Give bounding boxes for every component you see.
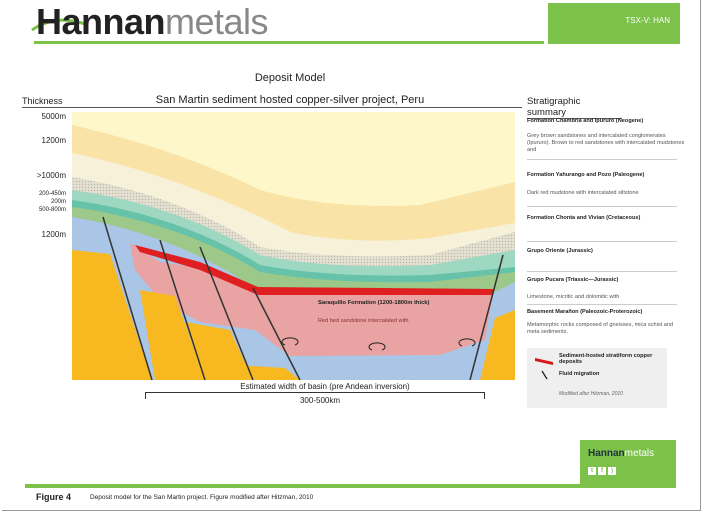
legend-credit: Modified after Hitzman, 2010: [559, 391, 623, 397]
strat-divider: [527, 304, 677, 305]
footer-logo: Hannanmetals: [588, 448, 655, 459]
strat-heading: Formation Yahurango and Pozo (Paleogene): [527, 172, 645, 178]
basin-width-bracket: [145, 392, 485, 399]
ticker-text: TSX-V: HAN: [625, 16, 670, 25]
logo-swoosh-icon: [31, 18, 86, 32]
thickness-value: 200-450m: [38, 191, 66, 197]
strat-divider: [527, 206, 677, 207]
rss-icon[interactable]: ): [608, 467, 616, 475]
basin-width-range: 300-500km: [299, 396, 341, 405]
strat-heading: Grupo Pucara (Triassic—Jurassic): [527, 277, 619, 283]
strat-heading: Formation Chambria and Ipururo (Neogene): [527, 118, 644, 124]
strat-divider: [527, 159, 677, 160]
copper-deposit-icon: [535, 358, 553, 365]
diagram-title: Deposit Model: [254, 72, 326, 84]
heading-rule: [22, 107, 522, 108]
strat-desc: Metamorphic rocks composed of gneisses, …: [527, 322, 674, 335]
thickness-value: 1200m: [41, 230, 66, 239]
brand-logo: Hannanmetals: [36, 1, 269, 42]
legend: Sediment-hosted stratiform copper deposi…: [527, 348, 667, 408]
legend-deposits: Sediment-hosted stratiform copper deposi…: [559, 353, 653, 365]
thickness-value: 1200m: [41, 136, 66, 145]
ticker-badge: TSX-V: HAN: [548, 3, 680, 44]
footer-brand-box: Hannanmetals t f): [580, 440, 676, 487]
diagram-subtitle: San Martin sediment hosted copper-silver…: [155, 94, 425, 106]
strat-divider: [527, 271, 677, 272]
footer-divider: [25, 484, 676, 488]
strat-heading: Basement Marañon (Paleozoic-Proterozoic): [527, 309, 643, 315]
layer-saraquillo: [130, 243, 493, 356]
header-divider: [34, 41, 544, 44]
strat-desc: Limestone, micritic and dolomitic with: [527, 294, 620, 300]
strat-desc: Grey brown sandstones and intercalated c…: [527, 133, 685, 153]
twitter-icon[interactable]: t: [588, 467, 596, 475]
facebook-icon[interactable]: f: [598, 467, 606, 475]
figure-label: Figure 4: [36, 492, 72, 502]
formation-description: Red bed sandstone intercalated with: [318, 318, 409, 324]
thickness-value: 200m: [50, 199, 66, 205]
strat-heading: Formation Chonta and Vivian (Cretaceous): [527, 215, 641, 221]
basin-width-label: Estimated width of basin (pre Andean inv…: [240, 382, 410, 391]
strat-divider: [527, 241, 677, 242]
thickness-value: 5000m: [41, 112, 66, 121]
strat-heading: Grupo Oriente (Jurassic): [527, 248, 593, 254]
figure-caption: Deposit model for the San Martin project…: [90, 494, 314, 501]
thickness-value: >1000m: [36, 171, 66, 180]
fluid-migration-icon: [281, 337, 476, 351]
copper-deposit-horizon: [135, 245, 493, 295]
legend-fluid: Fluid migration: [559, 371, 600, 377]
fault-lines: [102, 216, 504, 380]
thickness-heading: Thickness: [22, 96, 63, 106]
thickness-value: 500-800m: [38, 207, 66, 213]
fluid-migration-icon: [541, 370, 548, 380]
strat-summary-title: Stratigraphic summary: [527, 96, 622, 119]
formation-label: Saraquillo Formation (1200-1800m thick): [318, 300, 430, 306]
basement-block: [72, 250, 152, 380]
strat-desc: Dark red mudstone with intercalated silt…: [527, 190, 639, 196]
